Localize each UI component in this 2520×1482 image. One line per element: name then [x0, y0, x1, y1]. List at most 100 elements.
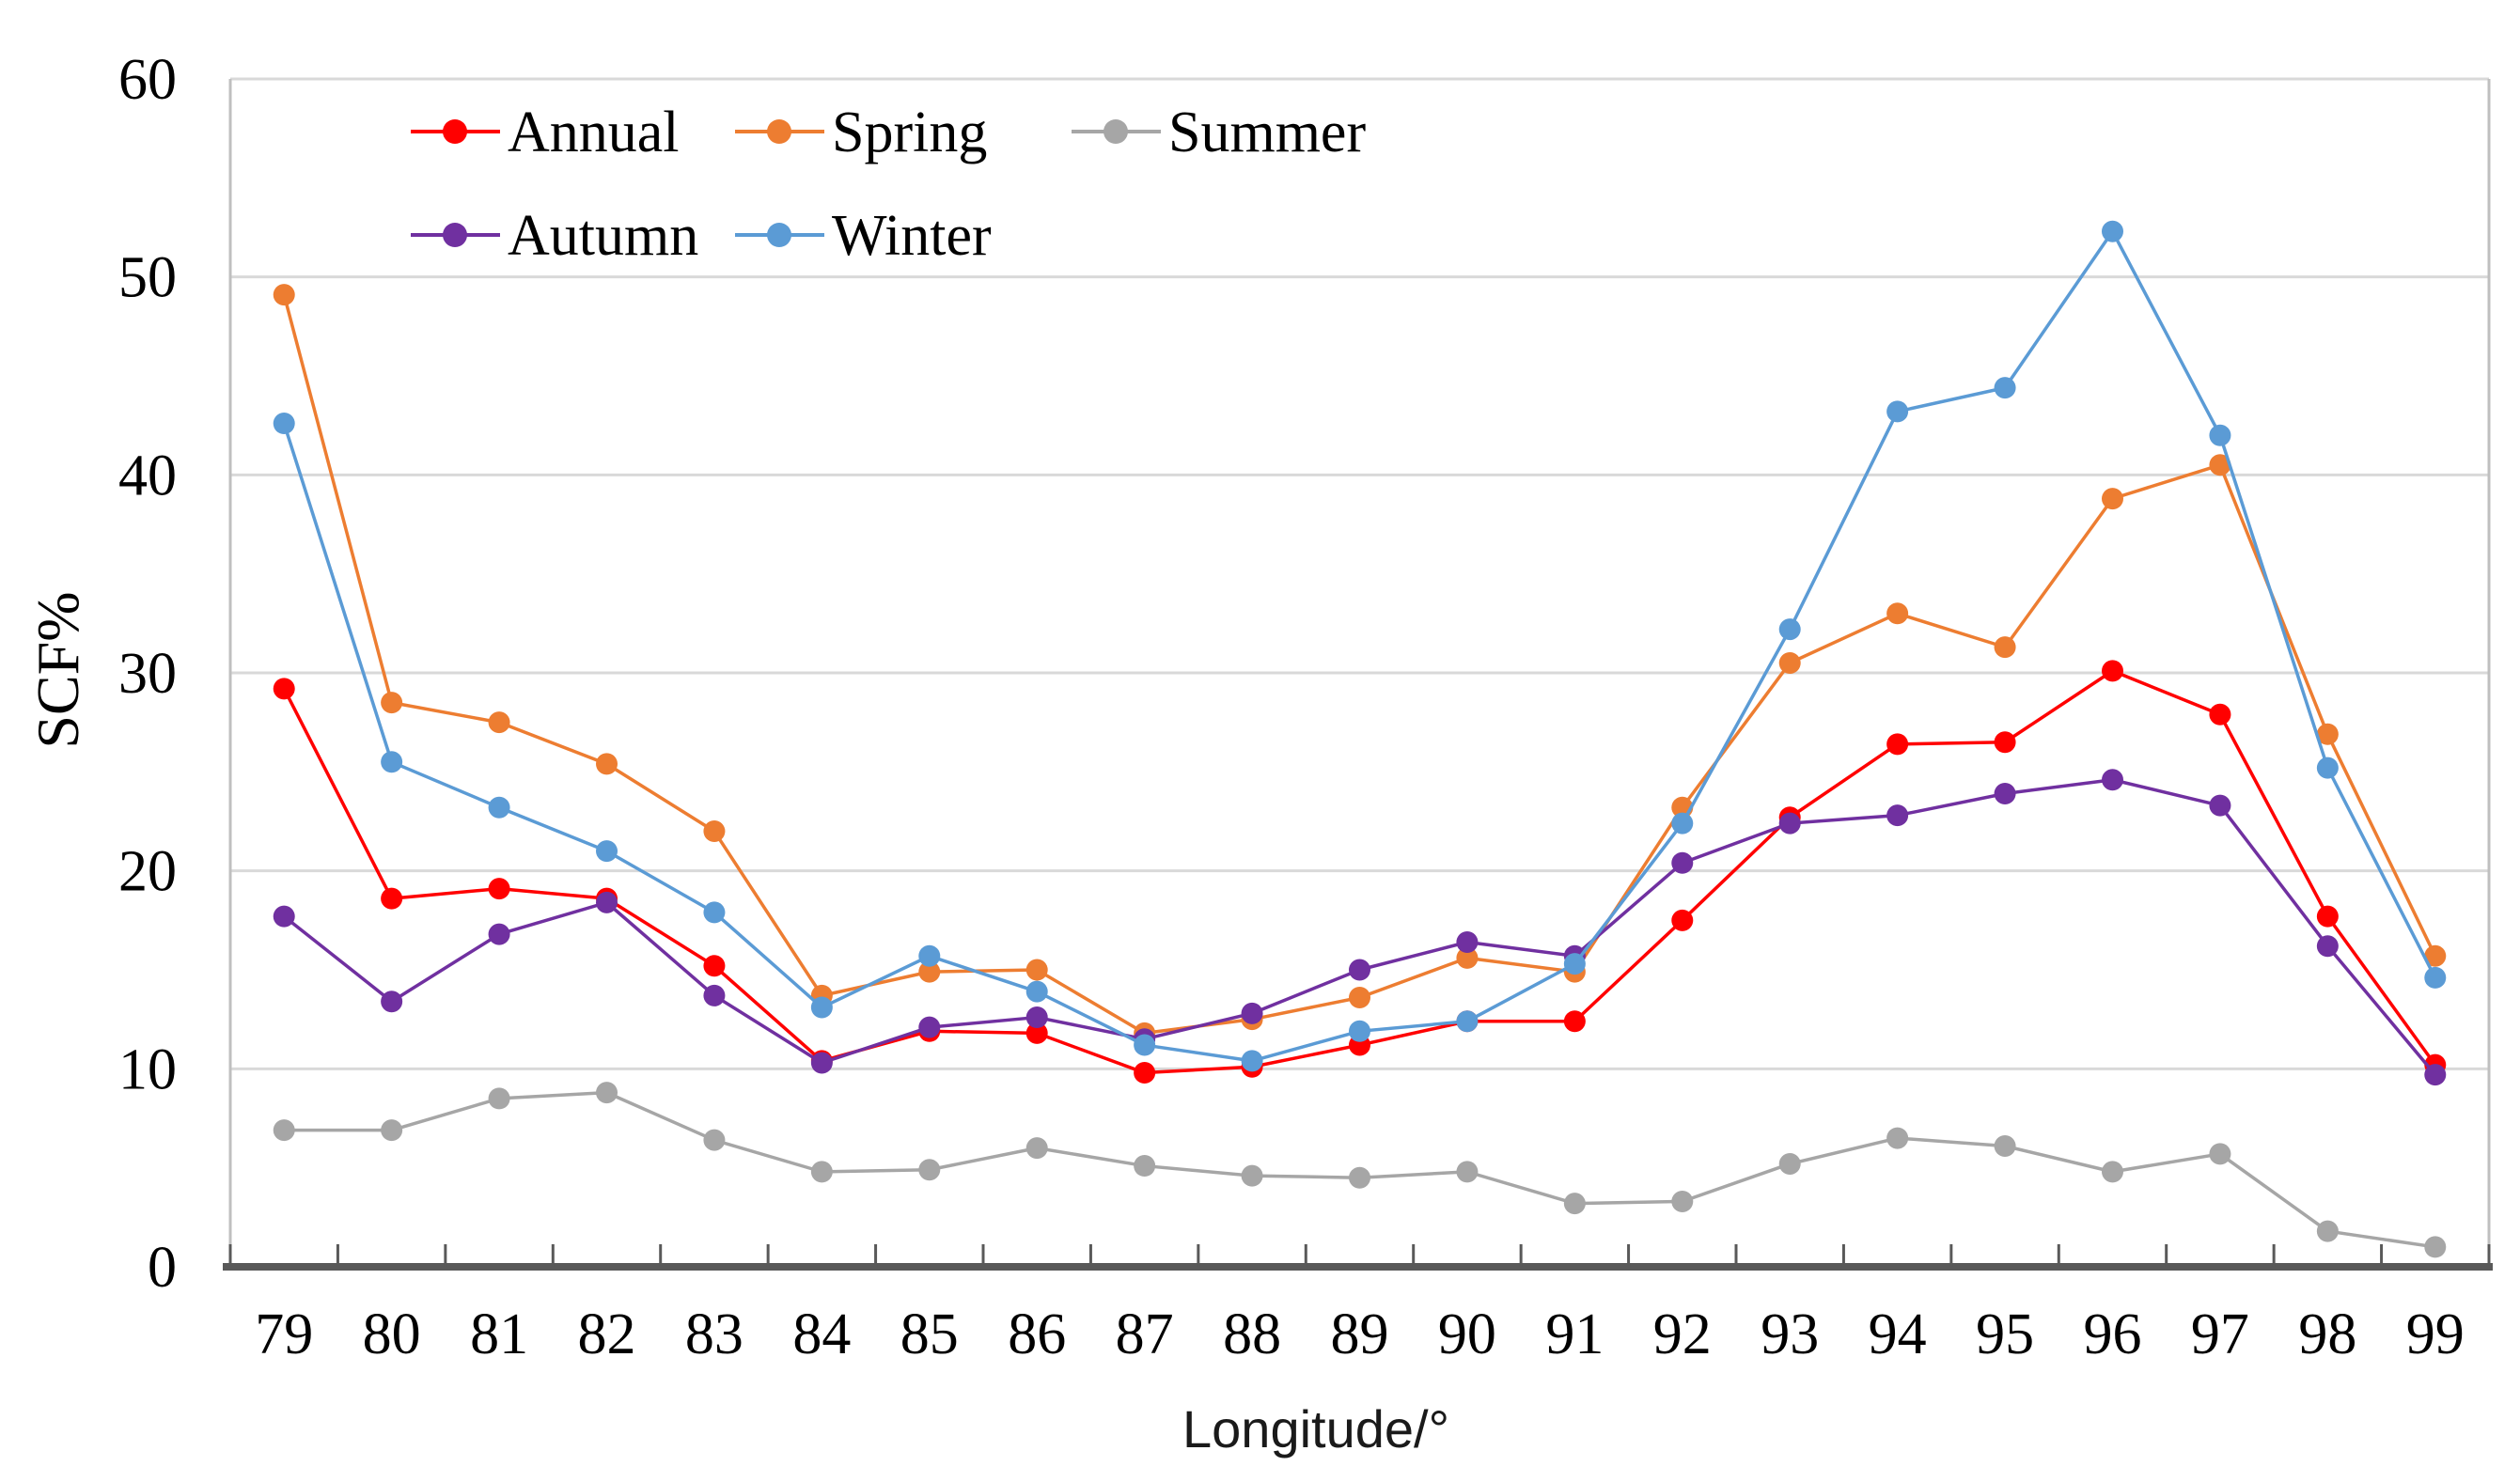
series-point-winter	[488, 796, 510, 819]
x-tick-label: 88	[1223, 1303, 1281, 1366]
series-point-spring	[1025, 959, 1048, 981]
series-point-autumn	[1456, 931, 1479, 954]
x-tick-label: 85	[900, 1303, 959, 1366]
series-point-spring	[2209, 454, 2231, 476]
legend-label-spring: Spring	[832, 101, 987, 164]
x-tick-label: 84	[792, 1303, 851, 1366]
series-point-winter	[1134, 1034, 1156, 1056]
series-point-winter	[1025, 980, 1048, 1003]
series-point-winter	[2316, 757, 2339, 779]
x-tick-label: 90	[1438, 1303, 1496, 1366]
series-point-annual	[1671, 909, 1694, 931]
series-point-winter	[918, 944, 941, 967]
series-point-summer	[918, 1159, 941, 1181]
x-tick-label: 86	[1008, 1303, 1066, 1366]
x-tick-label: 87	[1116, 1303, 1174, 1366]
series-point-summer	[488, 1087, 510, 1110]
series-point-autumn	[918, 1016, 941, 1038]
x-tick-label: 98	[2298, 1303, 2356, 1366]
series-point-summer	[703, 1129, 726, 1151]
x-tick-label: 82	[578, 1303, 636, 1366]
y-tick-label: 50	[118, 246, 177, 310]
series-point-summer	[2424, 1236, 2447, 1258]
series-point-spring	[1778, 651, 1801, 674]
x-tick-label: 92	[1653, 1303, 1712, 1366]
series-point-annual	[1886, 733, 1909, 756]
x-tick-label: 83	[685, 1303, 743, 1366]
series-point-summer	[1671, 1190, 1694, 1212]
series-point-winter	[381, 751, 403, 773]
series-point-annual	[2102, 660, 2123, 682]
x-tick-label: 99	[2406, 1303, 2465, 1366]
legend-marker-dot-summer	[1103, 119, 1128, 144]
x-tick-label: 89	[1331, 1303, 1389, 1366]
series-point-spring	[918, 960, 941, 983]
y-tick-label: 30	[118, 642, 177, 706]
legend-label-autumn: Autumn	[508, 204, 698, 268]
series-point-annual	[2316, 905, 2339, 928]
series-point-autumn	[810, 1052, 833, 1074]
y-tick-label: 20	[118, 840, 177, 904]
series-point-spring	[596, 753, 618, 775]
series-point-autumn	[488, 923, 510, 945]
series-point-autumn	[1025, 1006, 1048, 1029]
series-point-summer	[1886, 1127, 1909, 1149]
series-point-annual	[273, 678, 295, 700]
series-point-summer	[1241, 1164, 1263, 1187]
series-point-annual	[1025, 1022, 1048, 1044]
legend-label-annual: Annual	[508, 101, 680, 164]
series-point-autumn	[2316, 935, 2339, 958]
x-tick-label: 95	[1976, 1303, 2034, 1366]
series-point-summer	[1994, 1134, 2016, 1157]
x-tick-label: 91	[1545, 1303, 1604, 1366]
series-point-annual	[1563, 1010, 1586, 1033]
series-point-autumn	[2209, 794, 2231, 817]
series-point-winter	[1241, 1050, 1263, 1072]
series-point-autumn	[2102, 769, 2123, 791]
series-point-spring	[2316, 723, 2339, 745]
x-tick-label: 81	[470, 1303, 528, 1366]
series-point-summer	[1563, 1193, 1586, 1215]
y-tick-label: 40	[118, 444, 177, 507]
series-point-summer	[1349, 1166, 1370, 1189]
y-tick-label: 0	[148, 1236, 177, 1300]
series-point-spring	[703, 820, 726, 843]
series-point-autumn	[1241, 1002, 1263, 1024]
x-tick-label: 93	[1761, 1303, 1819, 1366]
series-point-summer	[2102, 1161, 2123, 1183]
legend-marker-dot-winter	[767, 223, 791, 247]
series-point-summer	[1456, 1161, 1479, 1183]
series-point-spring	[2424, 944, 2447, 967]
series-point-spring	[1456, 946, 1479, 969]
legend-marker-dot-annual	[443, 119, 467, 144]
series-point-autumn	[1671, 851, 1694, 874]
legend-label-summer: Summer	[1168, 101, 1366, 164]
series-point-winter	[1349, 1020, 1370, 1042]
series-point-spring	[2102, 488, 2123, 510]
series-point-autumn	[1994, 783, 2016, 805]
series-point-summer	[1025, 1137, 1048, 1160]
series-point-spring	[488, 711, 510, 734]
series-point-summer	[1778, 1152, 1801, 1175]
series-point-autumn	[1349, 959, 1370, 981]
series-point-winter	[1886, 400, 1909, 423]
series-point-summer	[2316, 1220, 2339, 1242]
series-point-summer	[596, 1082, 618, 1104]
legend-label-winter: Winter	[832, 204, 992, 268]
series-point-winter	[1994, 377, 2016, 399]
series-point-spring	[381, 692, 403, 714]
series-point-autumn	[703, 984, 726, 1006]
series-point-winter	[273, 413, 295, 435]
series-point-winter	[810, 996, 833, 1019]
x-tick-label: 94	[1869, 1303, 1927, 1366]
series-point-autumn	[381, 991, 403, 1013]
y-tick-label: 10	[118, 1037, 177, 1101]
series-point-spring	[1994, 636, 2016, 659]
series-point-autumn	[596, 891, 618, 913]
series-point-spring	[1349, 986, 1370, 1008]
series-point-summer	[381, 1119, 403, 1142]
series-point-summer	[2209, 1143, 2231, 1165]
